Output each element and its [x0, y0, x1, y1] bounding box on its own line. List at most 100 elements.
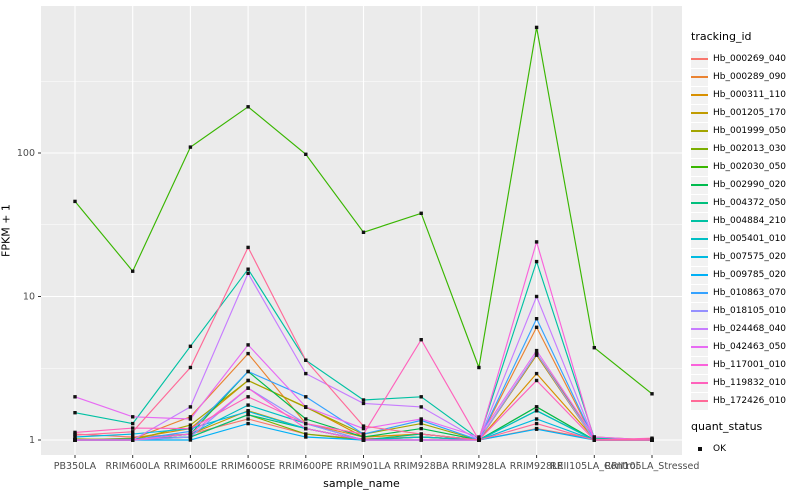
data-point: [304, 435, 308, 439]
legend-key-line: [691, 220, 708, 222]
legend-item-label: Hb_004372_050: [713, 198, 787, 208]
data-point: [304, 405, 308, 409]
legend-key-line: [691, 148, 708, 150]
legend-item-label: Hb_172426_010: [713, 396, 787, 406]
data-point: [304, 421, 308, 426]
data-point: [534, 378, 539, 383]
legend-key-line: [691, 58, 708, 60]
legend-item-label: OK: [713, 444, 726, 454]
data-point: [304, 358, 308, 362]
legend-item: Hb_001999_050: [691, 122, 799, 140]
data-point: [361, 432, 366, 436]
legend-key: [691, 68, 708, 86]
data-point: [246, 409, 250, 414]
legend-title-quant-status: quant_status: [691, 420, 763, 433]
legend-item-label: Hb_119832_010: [713, 378, 787, 388]
x-tick-label: RRIM600LE: [164, 461, 218, 472]
data-point: [534, 351, 539, 356]
legend-key-line: [691, 274, 708, 276]
x-axis-title: sample_name: [323, 477, 400, 490]
legend-item-quant-ok: OK: [691, 440, 799, 458]
data-point: [246, 271, 250, 275]
data-point: [361, 401, 366, 406]
data-point: [534, 427, 539, 431]
y-tick-label: 10: [23, 292, 35, 303]
data-point: [592, 438, 596, 442]
data-point: [650, 392, 654, 396]
data-point: [361, 438, 366, 442]
legend-key-line: [691, 94, 708, 96]
data-point: [534, 348, 539, 353]
legend-key: [691, 392, 708, 410]
legend-key-line: [691, 256, 708, 258]
data-point: [188, 365, 193, 370]
data-point: [650, 436, 654, 440]
data-point: [534, 317, 539, 321]
data-point: [131, 426, 135, 430]
data-point: [304, 432, 308, 436]
data-point: [419, 435, 423, 439]
legend-item-label: Hb_000269_040: [713, 54, 787, 64]
legend-key-line: [691, 364, 708, 366]
data-point: [246, 378, 250, 383]
y-tick-label: 100: [17, 148, 35, 159]
data-point: [131, 438, 135, 442]
legend-item-label: Hb_042463_050: [713, 342, 787, 352]
legend-item-label: Hb_007575_020: [713, 252, 787, 262]
data-point: [534, 405, 539, 409]
legend-key-line: [691, 328, 708, 330]
legend-key: [691, 374, 708, 392]
legend-item-label: Hb_002030_050: [713, 162, 787, 172]
data-point: [73, 395, 77, 399]
point-square-icon: [697, 447, 702, 451]
legend-item: Hb_000311_110: [691, 86, 799, 104]
data-point: [188, 438, 193, 442]
legend-item: Hb_042463_050: [691, 338, 799, 356]
x-tick-label: RRIM928BA: [394, 461, 450, 472]
data-point: [534, 25, 539, 30]
legend-key-line: [691, 310, 708, 312]
legend-item: Hb_001205_170: [691, 104, 799, 122]
legend-entries: Hb_000269_040 Hb_000289_090 Hb_000311_110 H…: [691, 50, 799, 410]
legend-item-label: Hb_000289_090: [713, 72, 787, 82]
legend-key-line: [691, 184, 708, 186]
data-point: [246, 386, 250, 390]
data-point: [188, 405, 193, 409]
legend-key: [691, 50, 708, 68]
data-point: [246, 403, 250, 407]
legend-item: Hb_004372_050: [691, 194, 799, 212]
legend-key-line: [691, 238, 708, 240]
x-tick-label: RRIM928LA: [452, 461, 507, 472]
legend-key: [691, 356, 708, 374]
legend-key: [691, 194, 708, 212]
legend-key-line: [691, 346, 708, 348]
data-point: [304, 417, 308, 421]
data-point: [246, 395, 250, 399]
data-point: [361, 426, 366, 431]
data-point: [419, 417, 423, 421]
data-point: [73, 435, 77, 439]
legend-item-label: Hb_024468_040: [713, 324, 787, 334]
legend-key: [691, 122, 708, 140]
legend-item-label: Hb_002990_020: [713, 180, 787, 190]
data-point: [534, 409, 539, 413]
data-point: [188, 423, 193, 427]
legend-item-label: Hb_005401_010: [713, 234, 787, 244]
legend-item-label: Hb_001999_050: [713, 126, 787, 136]
data-point: [534, 259, 539, 264]
legend-key-line: [691, 202, 708, 204]
x-tick-label: RRIM600SE: [221, 461, 275, 472]
legend-key: [691, 140, 708, 158]
legend-key: [691, 86, 708, 104]
data-point: [73, 433, 77, 437]
data-point: [419, 338, 423, 342]
data-point: [131, 430, 135, 434]
legend-item: Hb_018105_010: [691, 302, 799, 320]
data-point: [188, 426, 193, 431]
legend-item: Hb_005401_010: [691, 230, 799, 248]
x-tick-label: RRIM928LE: [510, 461, 564, 472]
legend-key: [691, 158, 708, 176]
legend-key: [691, 212, 708, 230]
legend-item: Hb_119832_010: [691, 374, 799, 392]
